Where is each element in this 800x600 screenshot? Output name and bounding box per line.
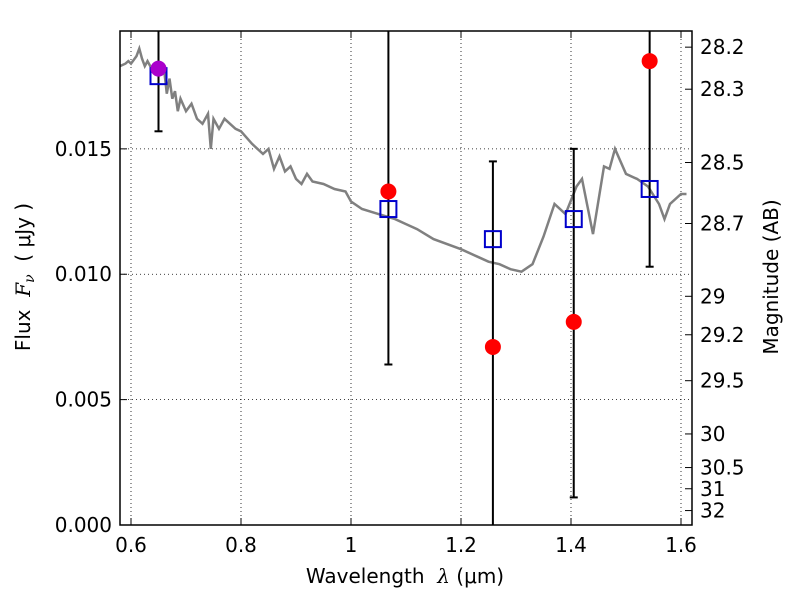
observed-flux-point <box>565 313 582 330</box>
model-photometry-square <box>640 179 659 198</box>
y2-tick-label: 29.5 <box>700 369 745 393</box>
y2-tick-label: 28.7 <box>700 212 745 236</box>
x-axis-label: Wavelength λ (μm) <box>306 564 504 588</box>
x-tick-label: 0.6 <box>115 533 147 557</box>
y2-tick-label: 29.2 <box>700 323 745 347</box>
y2-tick-label: 30 <box>700 422 725 446</box>
model-photometry-square <box>564 210 583 229</box>
plot-frame <box>119 30 693 526</box>
y2-tick-label: 28.2 <box>700 35 745 59</box>
observed-flux-point <box>641 53 658 70</box>
y-tick-label: 0.000 <box>55 513 112 537</box>
observed-flux-point <box>380 183 397 200</box>
y-axis-label: Flux Fν ( μJy ) <box>11 203 38 351</box>
y-tick-label: 0.015 <box>55 137 112 161</box>
y-tick-label: 0.005 <box>55 388 112 412</box>
y2-axis-label: Magnitude (AB) <box>759 199 783 354</box>
model-spectrum-line <box>120 44 687 274</box>
model-photometry-square <box>379 200 398 219</box>
plot-clipped-group <box>120 31 687 525</box>
observed-flux-point <box>484 338 501 355</box>
x-tick-label: 1 <box>345 533 358 557</box>
y-axis-ticks: 0.000 0.005 0.010 0.015 <box>55 137 127 537</box>
model-photometry-square <box>483 230 502 249</box>
x-axis-ticks: 0.6 0.8 1 1.2 1.4 1.6 <box>115 31 697 557</box>
y2-tick-label: 29 <box>700 284 725 308</box>
plot-area <box>120 31 687 525</box>
x-tick-label: 0.8 <box>225 533 257 557</box>
y-tick-label: 0.010 <box>55 262 112 286</box>
y2-tick-label: 30.5 <box>700 456 745 480</box>
y2-tick-label: 32 <box>700 499 725 523</box>
y2-tick-label: 28.3 <box>700 77 745 101</box>
y2-tick-label: 28.5 <box>700 151 745 175</box>
y2-tick-label: 31 <box>700 477 725 501</box>
x-tick-label: 1.6 <box>665 533 697 557</box>
x-tick-label: 1.4 <box>555 533 587 557</box>
observed-flux-point <box>150 60 167 77</box>
x-tick-label: 1.2 <box>445 533 477 557</box>
